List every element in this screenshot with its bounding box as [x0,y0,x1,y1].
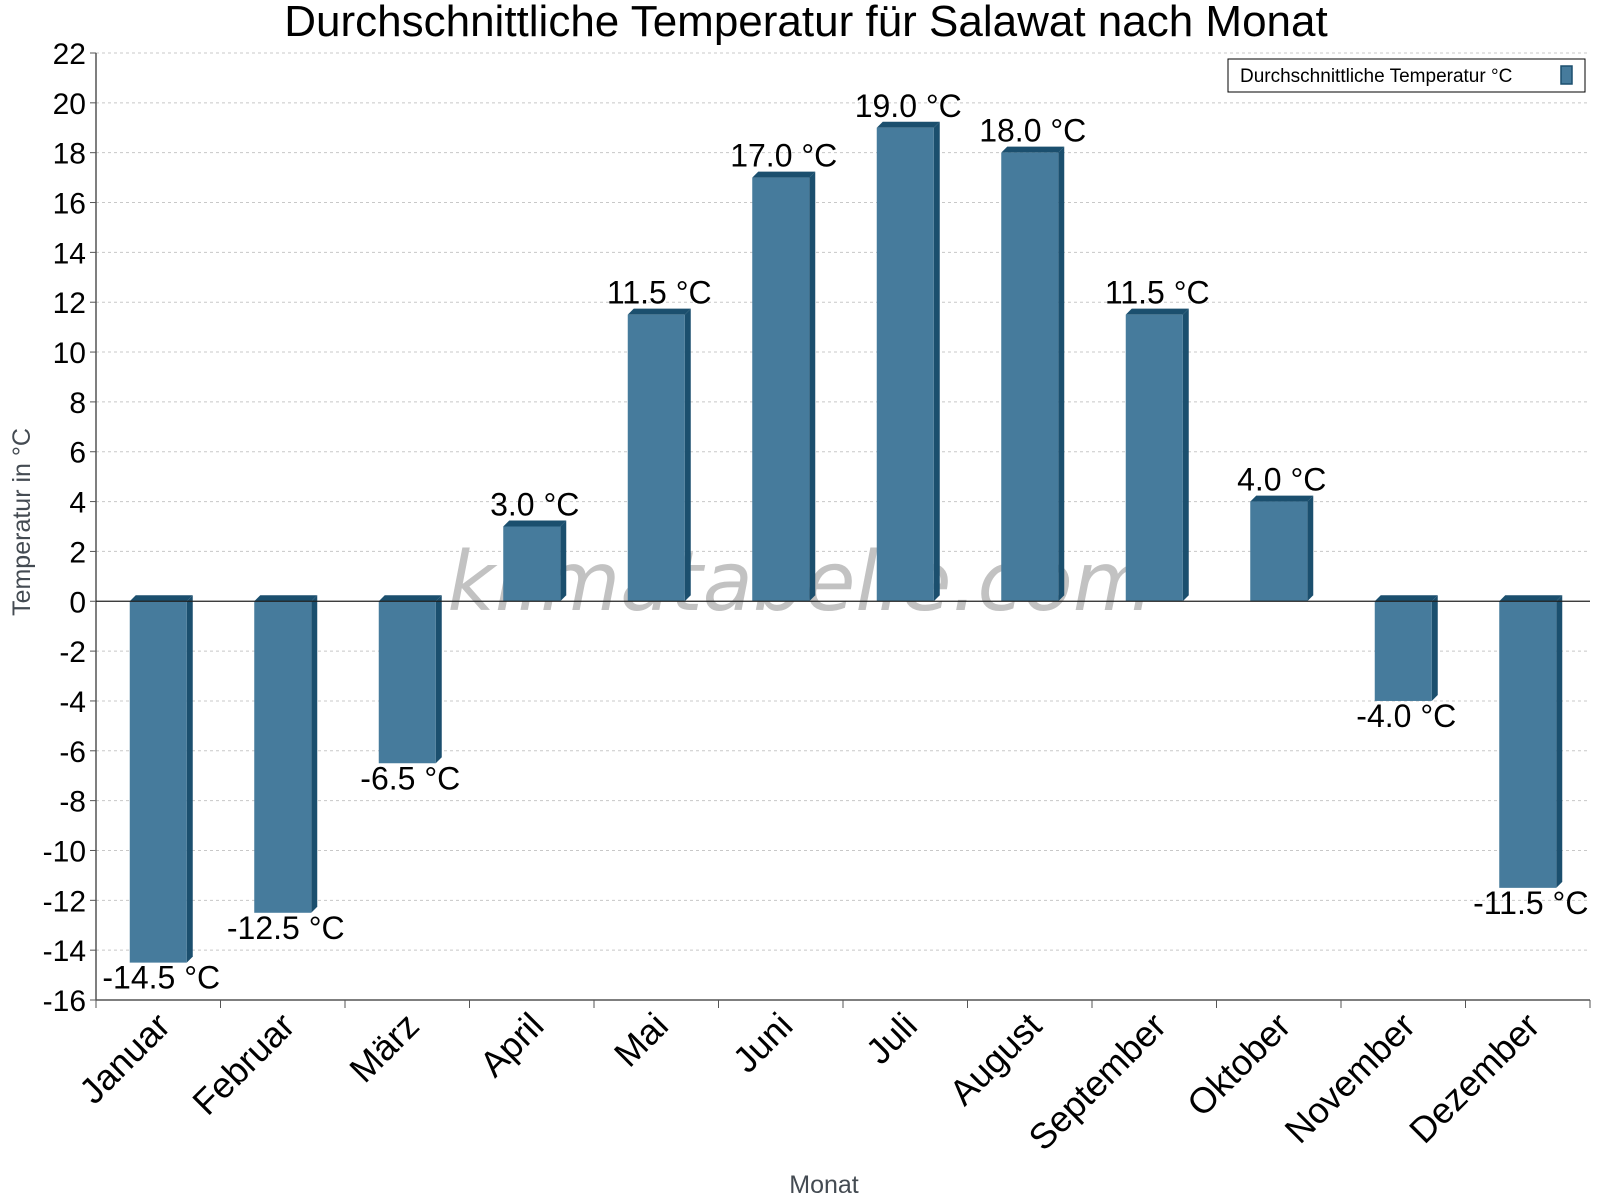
bar-august [1001,146,1065,602]
data-label-dezember: -11.5 °C [1473,885,1588,921]
bar-top [1001,146,1065,153]
y-tick-label: 2 [69,536,86,569]
bar-top [503,520,567,527]
bar-front [129,601,187,963]
y-tick-label: 20 [53,88,86,121]
bar-top [378,595,442,602]
bar-top [129,595,193,602]
bar-side [1182,308,1189,602]
legend-swatch [1560,65,1573,85]
bar-front [876,127,934,602]
bar-top [752,171,816,178]
y-tick-label: 14 [53,237,86,270]
y-tick-label: 12 [53,287,86,320]
y-tick-label: -12 [43,885,86,918]
bar-märz [378,595,442,764]
bar-side [684,308,691,602]
data-label-april: 3.0 °C [490,487,579,523]
grid-lines [96,52,1590,1001]
bar-top [254,595,318,602]
bar-side [560,520,567,602]
data-label-juli: 19.0 °C [855,88,962,124]
y-tick-label: -6 [59,736,86,769]
y-axis-title: Temperatur in °C [8,428,36,616]
bars [129,121,1563,963]
bar-top [1499,595,1563,602]
chart-title: Durchschnittliche Temperatur für Salawat… [284,0,1327,46]
bar-top [627,308,691,315]
bar-side [1058,146,1065,602]
y-tick-label: 6 [69,437,86,470]
bar-front [503,526,561,602]
y-tick-label: 16 [53,188,86,221]
legend-label: Durchschnittliche Temperatur °C [1240,66,1512,87]
y-tick-label: 10 [53,337,86,370]
data-labels: -14.5 °C-12.5 °C -6.5 °C 3.0 °C 11.5 °C 17.0… [102,88,1588,996]
bar-front [1125,314,1183,602]
bar-side [1431,595,1438,701]
bar-front [627,314,685,602]
data-label-oktober: 4.0 °C [1237,462,1326,498]
y-tick-label: 4 [69,487,86,520]
bar-top [1250,495,1314,502]
y-tick-label: 0 [69,586,86,619]
bar-juli [876,121,940,602]
y-tick-label: -14 [43,935,86,968]
bar-front [1250,501,1308,602]
bar-oktober [1250,495,1314,602]
bar-side [1556,595,1563,888]
bar-front [1001,152,1059,602]
bar-side [186,595,193,963]
bar-front [1374,601,1432,701]
data-label-juni: 17.0 °C [730,138,837,174]
bar-side [1307,495,1314,602]
bar-top [1125,308,1189,315]
y-tick-label: -4 [59,686,86,719]
bar-dezember [1499,595,1563,888]
y-tick-label: 8 [69,387,86,420]
data-label-märz: -6.5 °C [360,760,460,796]
legend-box [1227,58,1586,93]
bar-mai [627,308,691,602]
y-tick-label: 22 [53,38,86,71]
bar-side [933,121,940,602]
data-label-august: 18.0 °C [979,113,1086,149]
bar-juni [752,171,816,602]
bar-side [809,171,816,602]
bar-side [311,595,318,913]
data-label-september: 11.5 °C [1105,275,1210,311]
legend: Durchschnittliche Temperatur °C [1227,58,1586,93]
bar-front [752,177,810,602]
y-tick-label: -8 [59,786,86,819]
y-tick-label: -10 [43,835,86,868]
y-tick-label: 18 [53,138,86,171]
bar-front [1499,601,1557,888]
bar-januar [129,595,193,963]
x-axis-title: Monat [789,1171,859,1199]
bar-front [254,601,312,913]
y-tick-label: -16 [43,985,86,1018]
data-label-mai: 11.5 °C [607,275,712,311]
bar-februar [254,595,318,913]
bar-april [503,520,567,602]
data-label-november: -4.0 °C [1356,698,1456,734]
bar-november [1374,595,1438,701]
bar-side [435,595,442,764]
bar-front [378,601,436,764]
data-label-februar: -12.5 °C [227,910,345,946]
bar-top [876,121,940,128]
y-tick-label: -2 [59,636,86,669]
bar-top [1374,595,1438,602]
bar-september [1125,308,1189,602]
data-label-januar: -14.5 °C [102,960,220,996]
